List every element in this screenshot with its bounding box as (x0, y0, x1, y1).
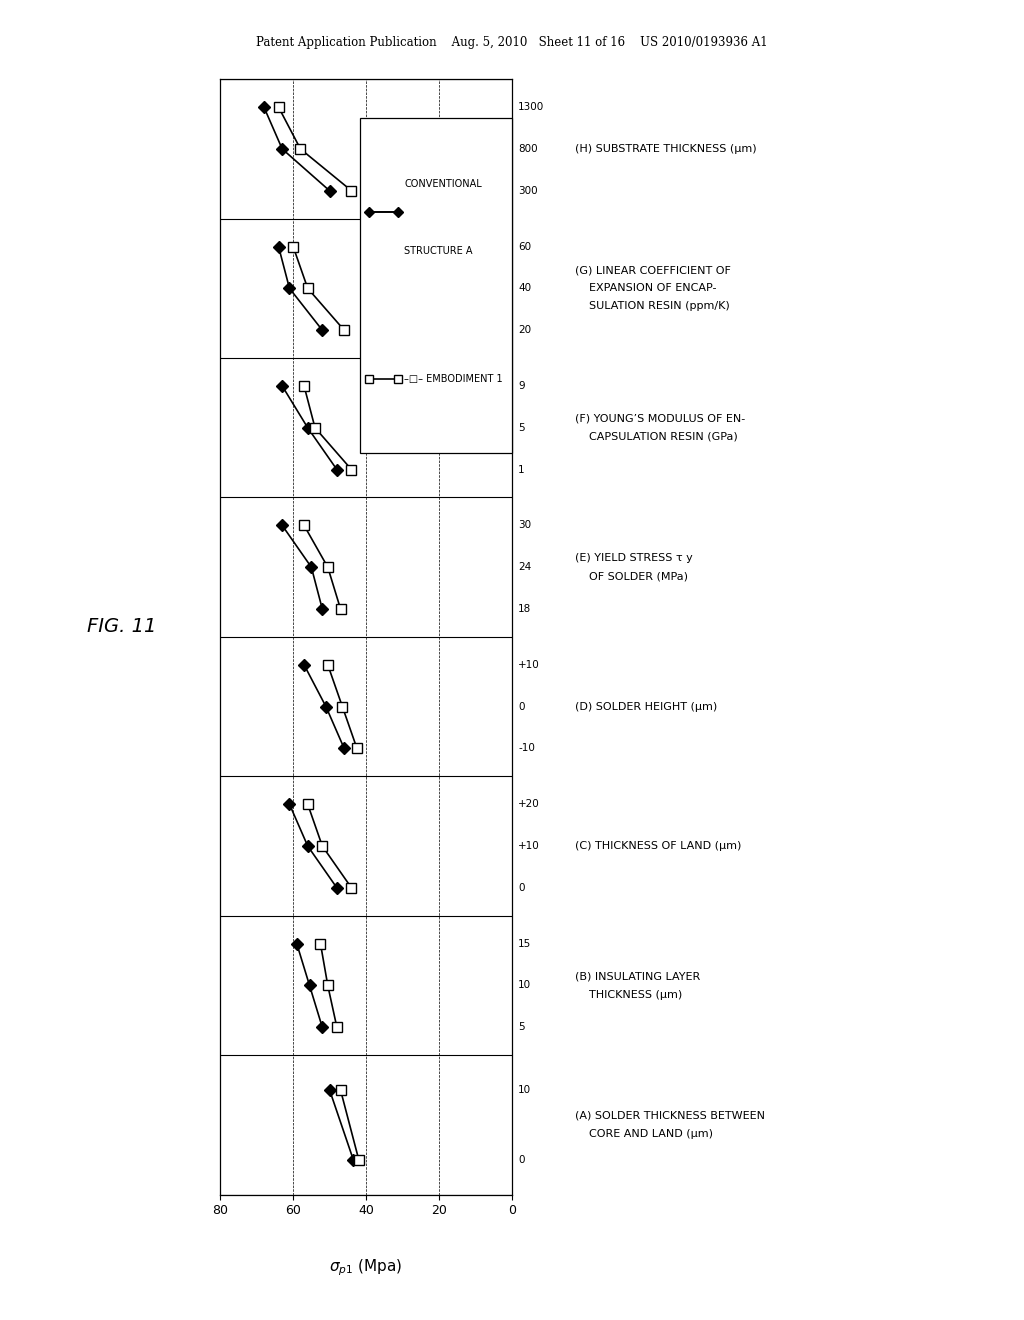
Text: CORE AND LAND (μm): CORE AND LAND (μm) (575, 1129, 714, 1139)
Text: CAPSULATION RESIN (GPa): CAPSULATION RESIN (GPa) (575, 432, 738, 442)
Text: 5: 5 (518, 1022, 524, 1032)
Text: 24: 24 (518, 562, 531, 572)
Text: SULATION RESIN (ppm/K): SULATION RESIN (ppm/K) (575, 301, 730, 312)
Text: 10: 10 (518, 1085, 531, 1096)
Text: +20: +20 (518, 799, 540, 809)
Text: +10: +10 (518, 841, 540, 851)
Text: THICKNESS (μm): THICKNESS (μm) (575, 990, 683, 999)
Text: 800: 800 (518, 144, 538, 154)
Text: 40: 40 (518, 284, 531, 293)
Text: 60: 60 (518, 242, 531, 252)
Text: -10: -10 (518, 743, 535, 754)
Text: +10: +10 (518, 660, 540, 669)
FancyBboxPatch shape (360, 119, 512, 453)
Text: (B) INSULATING LAYER: (B) INSULATING LAYER (575, 972, 700, 981)
Text: 15: 15 (518, 939, 531, 949)
Text: CONVENTIONAL: CONVENTIONAL (404, 180, 481, 189)
Text: 0: 0 (518, 883, 524, 892)
Text: (H) SUBSTRATE THICKNESS (μm): (H) SUBSTRATE THICKNESS (μm) (575, 144, 757, 154)
Text: (E) YIELD STRESS τ y: (E) YIELD STRESS τ y (575, 553, 693, 564)
Text: EXPANSION OF ENCAP-: EXPANSION OF ENCAP- (575, 284, 717, 293)
Text: Patent Application Publication    Aug. 5, 2010   Sheet 11 of 16    US 2010/01939: Patent Application Publication Aug. 5, 2… (256, 36, 768, 49)
Text: $\sigma_{p1}$ (Mpa): $\sigma_{p1}$ (Mpa) (330, 1257, 402, 1278)
Text: 0: 0 (518, 1155, 524, 1164)
Text: 18: 18 (518, 605, 531, 614)
Text: –□– EMBODIMENT 1: –□– EMBODIMENT 1 (404, 375, 503, 384)
Text: 1300: 1300 (518, 102, 545, 112)
Text: (A) SOLDER THICKNESS BETWEEN: (A) SOLDER THICKNESS BETWEEN (575, 1111, 766, 1121)
Text: 20: 20 (518, 325, 531, 335)
Text: 30: 30 (518, 520, 531, 531)
Text: 9: 9 (518, 381, 524, 391)
Text: 300: 300 (518, 186, 538, 195)
Text: OF SOLDER (MPa): OF SOLDER (MPa) (575, 572, 688, 581)
Text: 1: 1 (518, 465, 524, 475)
Text: 0: 0 (518, 702, 524, 711)
Text: FIG. 11: FIG. 11 (87, 618, 157, 636)
Text: (C) THICKNESS OF LAND (μm): (C) THICKNESS OF LAND (μm) (575, 841, 741, 851)
Text: (F) YOUNG’S MODULUS OF EN-: (F) YOUNG’S MODULUS OF EN- (575, 413, 745, 424)
Text: (G) LINEAR COEFFICIENT OF: (G) LINEAR COEFFICIENT OF (575, 265, 731, 275)
Text: 10: 10 (518, 981, 531, 990)
Text: (D) SOLDER HEIGHT (μm): (D) SOLDER HEIGHT (μm) (575, 702, 718, 711)
Text: 5: 5 (518, 422, 524, 433)
Text: STRUCTURE A: STRUCTURE A (404, 246, 472, 256)
